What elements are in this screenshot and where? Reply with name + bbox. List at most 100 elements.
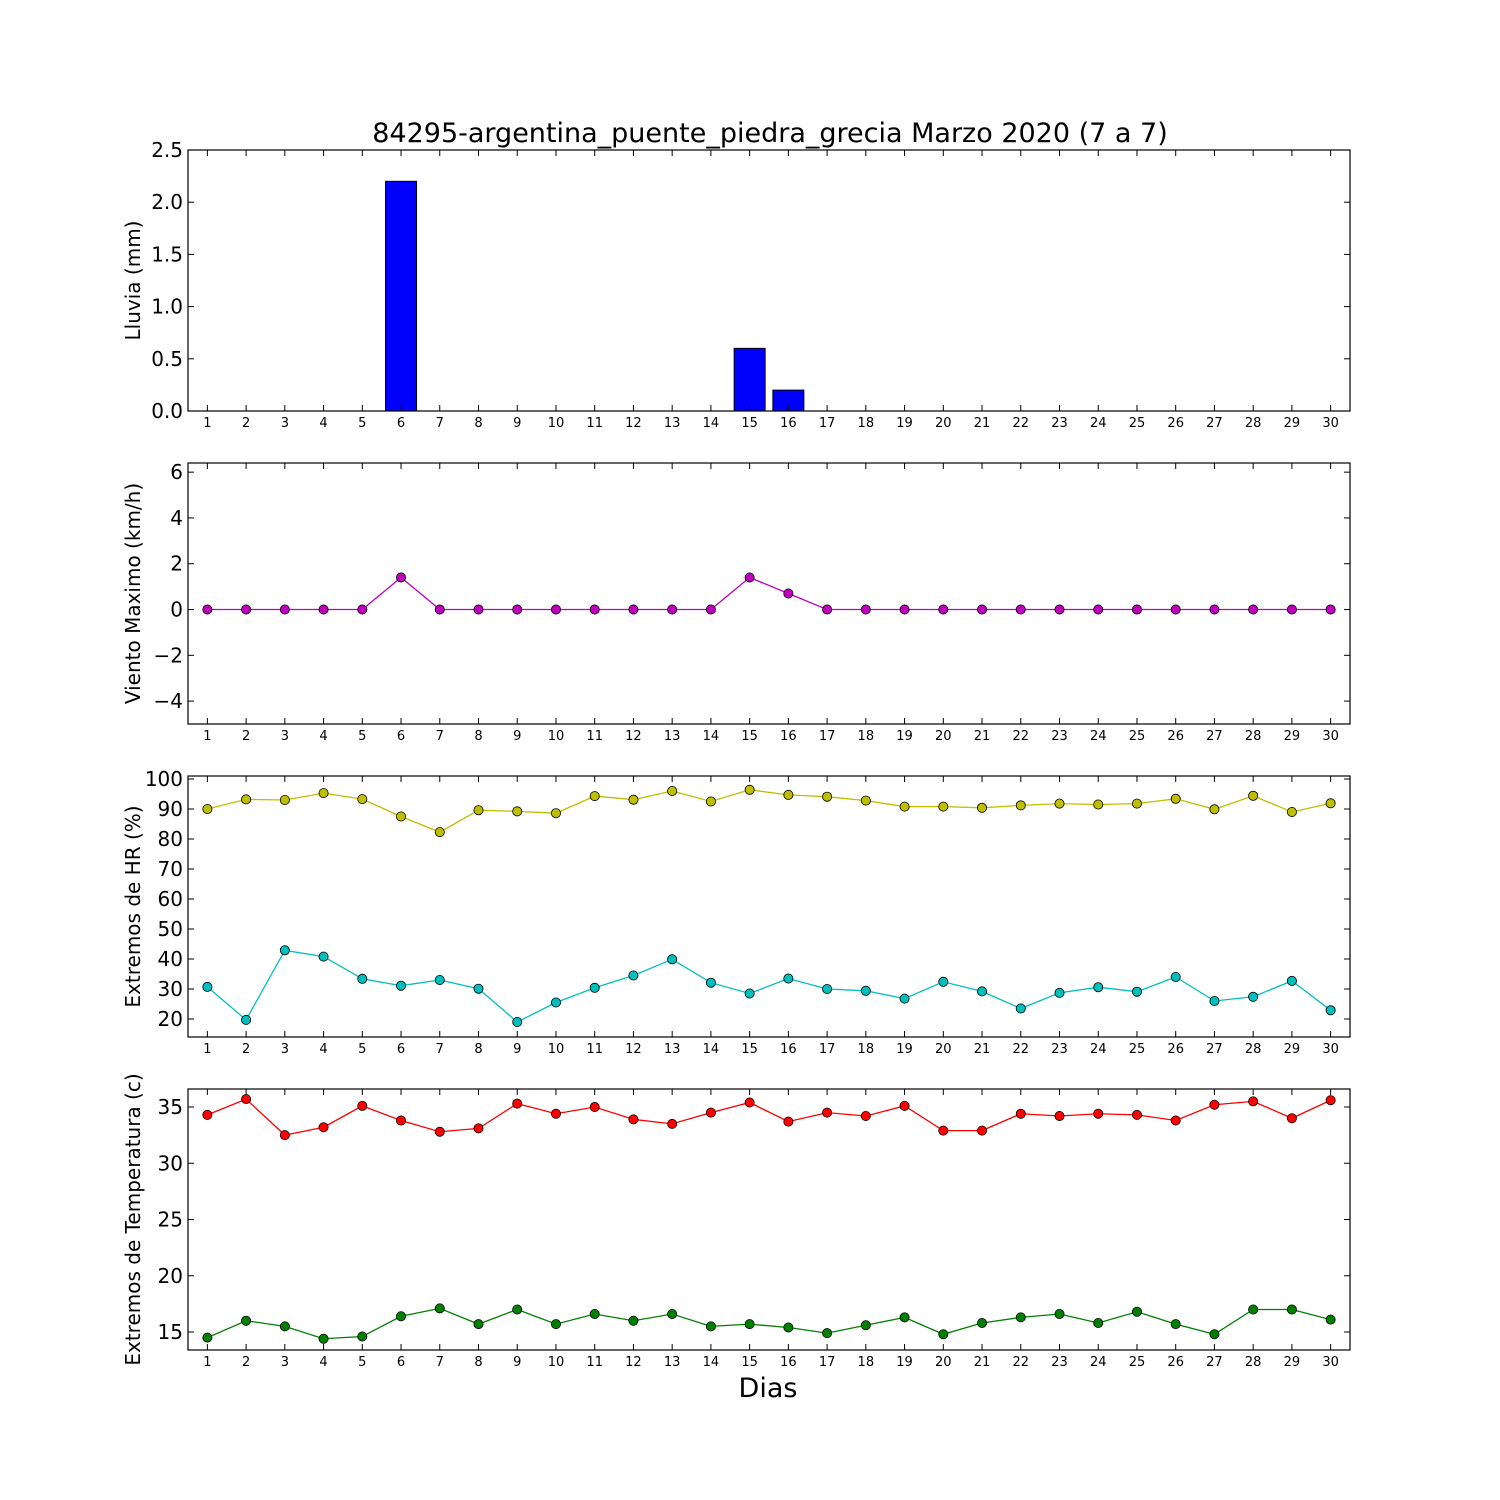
y-tick-label: 25 <box>158 1208 183 1232</box>
series-1-point-day-23 <box>1054 798 1065 809</box>
x-tick-label: 2 <box>242 1042 250 1057</box>
y-tick-label: 40 <box>158 947 183 971</box>
series-2-point-day-22 <box>1015 1003 1026 1014</box>
series-1-point-day-25 <box>1131 1109 1142 1120</box>
x-tick-label: 28 <box>1245 1355 1262 1370</box>
series-2-point-day-25 <box>1131 1306 1142 1317</box>
series-1-point-day-9 <box>512 604 523 615</box>
x-tick-label: 14 <box>703 416 720 431</box>
x-tick-label: 26 <box>1167 1355 1184 1370</box>
x-tick-label: 1 <box>203 729 211 744</box>
series-2-point-day-4 <box>318 951 329 962</box>
series-1-point-day-30 <box>1325 1095 1336 1106</box>
y-axis-label: Extremos de Temperatura (c) <box>121 1073 145 1365</box>
x-tick-label: 10 <box>548 729 565 744</box>
x-tick-label: 5 <box>358 1042 366 1057</box>
x-tick-label: 26 <box>1167 729 1184 744</box>
x-tick-label: 22 <box>1012 1042 1029 1057</box>
series-1-point-day-19 <box>899 801 910 812</box>
x-tick-label: 10 <box>548 1355 565 1370</box>
series-1-point-day-17 <box>822 604 833 615</box>
x-tick-label: 9 <box>513 729 521 744</box>
x-tick-label: 17 <box>819 1355 836 1370</box>
series-1-point-day-1 <box>202 804 213 815</box>
x-tick-label: 8 <box>474 416 482 431</box>
x-tick-label: 21 <box>974 1355 991 1370</box>
x-tick-label: 29 <box>1284 1355 1301 1370</box>
chart-title: 84295-argentina_puente_piedra_grecia Mar… <box>372 118 1168 149</box>
x-tick-label: 18 <box>858 1355 875 1370</box>
x-tick-label: 5 <box>358 729 366 744</box>
series-1-point-day-24 <box>1093 604 1104 615</box>
x-tick-label: 6 <box>397 1355 405 1370</box>
series-2-point-day-10 <box>550 997 561 1008</box>
series-1-point-day-11 <box>589 791 600 802</box>
plot-frame <box>187 149 1351 412</box>
x-tick-label: 2 <box>242 1355 250 1370</box>
series-1-point-day-25 <box>1131 798 1142 809</box>
y-tick-label: −2 <box>154 643 183 667</box>
series-1-point-day-20 <box>938 1125 949 1136</box>
series-line-2 <box>206 949 1332 1023</box>
series-2-point-day-14 <box>705 1321 716 1332</box>
x-tick-label: 4 <box>319 729 327 744</box>
y-tick-label: 30 <box>158 977 183 1001</box>
x-tick-label: 4 <box>319 416 327 431</box>
series-1-point-day-13 <box>667 1118 678 1129</box>
x-tick-label: 30 <box>1322 1355 1339 1370</box>
x-tick-label: 24 <box>1090 416 1107 431</box>
x-tick-label: 9 <box>513 1355 521 1370</box>
series-1-point-day-28 <box>1248 790 1259 801</box>
x-tick-label: 27 <box>1206 729 1223 744</box>
series-1-point-day-8 <box>473 1123 484 1134</box>
x-tick-label: 10 <box>548 1042 565 1057</box>
x-axis-label: Dias <box>739 1373 798 1404</box>
x-tick-label: 26 <box>1167 416 1184 431</box>
series-1-point-day-18 <box>860 1111 871 1122</box>
x-tick-label: 12 <box>625 729 642 744</box>
x-tick-label: 29 <box>1284 1042 1301 1057</box>
series-1-point-day-27 <box>1209 604 1220 615</box>
y-tick-label: 15 <box>158 1320 183 1344</box>
y-tick-label: 1.5 <box>151 242 183 266</box>
series-2-point-day-19 <box>899 993 910 1004</box>
series-2-point-day-14 <box>705 977 716 988</box>
series-1-point-day-19 <box>899 604 910 615</box>
series-1-point-day-12 <box>628 604 639 615</box>
series-1-point-day-14 <box>705 604 716 615</box>
series-1-point-day-10 <box>550 1108 561 1119</box>
series-1-point-day-26 <box>1170 1115 1181 1126</box>
y-tick-label: 20 <box>158 1264 183 1288</box>
series-1-point-day-21 <box>977 802 988 813</box>
series-1-point-day-23 <box>1054 604 1065 615</box>
series-1-point-day-8 <box>473 805 484 816</box>
y-tick-label: 1.0 <box>151 295 183 319</box>
series-2-point-day-25 <box>1131 986 1142 997</box>
series-1-point-day-15 <box>744 1097 755 1108</box>
x-tick-label: 13 <box>664 1355 681 1370</box>
series-1-point-day-7 <box>434 604 445 615</box>
series-1-point-day-16 <box>783 1116 794 1127</box>
series-2-point-day-15 <box>744 1319 755 1330</box>
x-tick-label: 8 <box>474 1042 482 1057</box>
series-1-point-day-15 <box>744 572 755 583</box>
x-tick-label: 20 <box>935 1355 952 1370</box>
series-2-point-day-26 <box>1170 1319 1181 1330</box>
series-2-point-day-9 <box>512 1304 523 1315</box>
series-2-point-day-3 <box>279 1321 290 1332</box>
series-1-point-day-27 <box>1209 804 1220 815</box>
x-tick-label: 14 <box>703 1042 720 1057</box>
series-2-point-day-12 <box>628 1315 639 1326</box>
x-tick-label: 20 <box>935 1042 952 1057</box>
x-tick-label: 30 <box>1322 416 1339 431</box>
series-2-point-day-17 <box>822 984 833 995</box>
series-1-point-day-9 <box>512 806 523 817</box>
x-tick-label: 20 <box>935 729 952 744</box>
x-tick-label: 1 <box>203 1042 211 1057</box>
series-2-point-day-5 <box>357 973 368 984</box>
y-axis-label: Viento Maximo (km/h) <box>121 483 145 704</box>
y-tick-label: 2.5 <box>151 138 183 162</box>
y-axis-label: Extremos de HR (%) <box>121 805 145 1007</box>
